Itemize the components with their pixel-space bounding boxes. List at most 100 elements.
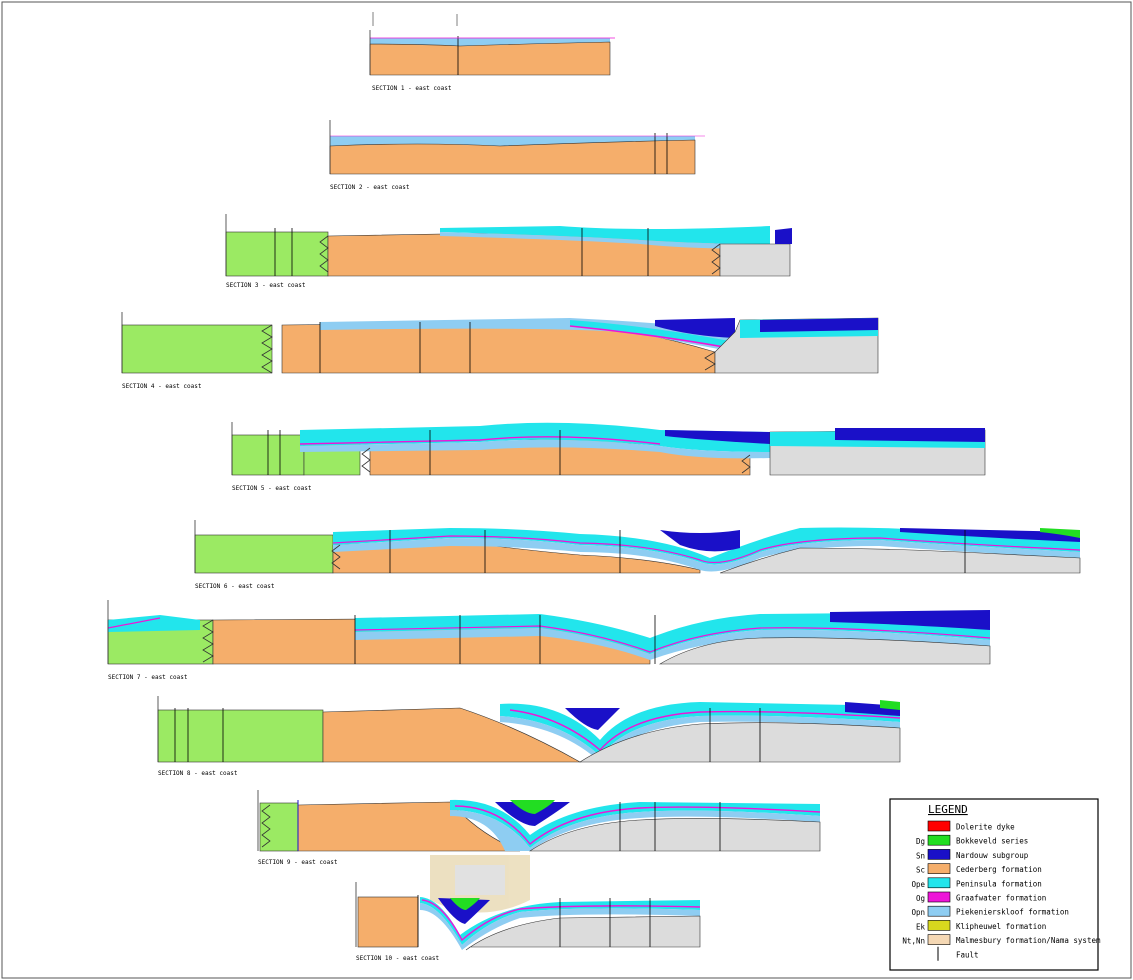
layer-cederberg <box>329 139 696 175</box>
layer-nardouw <box>775 228 792 244</box>
legend: LEGEND Dolerite dyke Dg Bokkeveld series Sn… <box>889 798 1101 971</box>
layer-cederberg <box>369 41 611 76</box>
layer-bokkeveld <box>450 898 480 910</box>
section-2: SECTION 2 - east coast <box>329 120 705 191</box>
unconformity <box>361 447 371 473</box>
layer-bokkeveld <box>510 800 555 814</box>
section-10: SECTION 10 - east coast <box>355 882 701 962</box>
layer-graafwater <box>107 617 161 629</box>
layer-cederberg <box>357 896 419 948</box>
legend-swatch <box>927 891 951 903</box>
layer-nardouw <box>835 428 985 442</box>
section-label: SECTION 7 - east coast <box>108 674 188 681</box>
legend-label: Fault <box>956 950 979 959</box>
layer-peninsula <box>440 226 770 244</box>
legend-label: Malmesbury formation/Nama system <box>956 936 1101 945</box>
layer-bokkeveld <box>1040 528 1080 538</box>
layer-peninsula <box>450 799 820 848</box>
layer-nardouw <box>660 530 740 552</box>
legend-rows: Dolerite dyke Dg Bokkeveld series Sn Nardouw… <box>902 820 1101 961</box>
layer-nardouw <box>565 708 620 730</box>
unconformity <box>711 243 721 275</box>
legend-swatch <box>927 849 951 860</box>
legend-title: LEGEND <box>928 803 968 816</box>
layer-piekenierskloof <box>440 232 770 249</box>
section-5: SECTION 5 - east coast <box>231 422 986 492</box>
section-3: SECTION 3 - east coast <box>225 214 792 289</box>
layer-basement <box>194 534 334 574</box>
layer-granite <box>465 915 701 951</box>
layer-basement <box>225 231 329 277</box>
layer-piekenierskloof <box>370 38 610 46</box>
layer-nardouw <box>900 528 1080 542</box>
layer-peninsula <box>500 702 900 756</box>
legend-code: Sn <box>916 851 925 860</box>
section-label: SECTION 3 - east coast <box>226 282 306 289</box>
unconformity <box>331 544 341 570</box>
legend-box <box>889 798 1099 971</box>
legend-label: Peninsula formation <box>956 879 1042 888</box>
section-4: SECTION 4 - east coast <box>121 312 879 390</box>
layer-piekenierskloof <box>330 136 695 146</box>
section-1: SECTION 1 - east coast <box>369 12 615 92</box>
layer-basement <box>157 709 324 763</box>
section-6: SECTION 6 - east coast <box>194 520 1081 590</box>
layer-graafwater <box>454 805 821 845</box>
layer-peninsula <box>355 612 990 654</box>
section-label: SECTION 6 - east coast <box>195 583 275 590</box>
unconformity <box>319 235 329 273</box>
layer-nardouw <box>655 318 735 338</box>
layer-piekenierskloof <box>500 715 900 762</box>
layer-peninsula <box>333 527 1080 565</box>
unconformity <box>202 619 214 663</box>
layer-piekenierskloof <box>300 439 770 459</box>
legend-swatch <box>927 834 951 846</box>
legend-code: Ope <box>911 880 925 889</box>
legend-code: Nt,Nn <box>902 937 925 946</box>
layer-peninsula <box>108 615 200 632</box>
legend-swatch <box>927 920 951 931</box>
layer-nardouw <box>495 802 570 826</box>
legend-label: Dolerite dyke <box>956 823 1015 832</box>
layer-nardouw <box>830 610 990 630</box>
layer-basement <box>259 802 299 852</box>
layer-nardouw <box>438 898 490 924</box>
section-label: SECTION 5 - east coast <box>232 485 312 492</box>
section-label: SECTION 1 - east coast <box>372 85 452 92</box>
legend-label: Piekenierskloof formation <box>956 908 1069 917</box>
section-9: SECTION 9 - east coast <box>257 790 821 866</box>
layer-graafwater <box>332 535 1081 563</box>
unconformity <box>704 351 716 371</box>
legend-label: Bokkeveld series <box>956 837 1028 846</box>
section-label: SECTION 2 - east coast <box>330 184 410 191</box>
layer-granite <box>658 637 991 665</box>
legend-code: Ek <box>916 922 926 931</box>
layer-graafwater <box>509 709 901 751</box>
unconformity <box>261 324 273 374</box>
layer-piekenierskloof <box>333 538 1080 572</box>
legend-swatch <box>927 820 951 832</box>
section-label: SECTION 9 - east coast <box>258 859 338 866</box>
layer-granite <box>578 722 901 763</box>
layer-nardouw <box>665 430 770 444</box>
legend-swatch <box>927 934 951 945</box>
layer-graafwater <box>354 625 991 653</box>
legend-code: Sc <box>916 866 925 875</box>
legend-swatch <box>927 905 951 917</box>
layer-graafwater <box>299 436 661 445</box>
legend-code: Opn <box>911 908 925 917</box>
section-label: SECTION 4 - east coast <box>122 383 202 390</box>
legend-swatch <box>927 877 951 889</box>
layer-graafwater <box>569 325 731 349</box>
unconformity <box>261 804 271 848</box>
layer-basement <box>121 324 273 374</box>
layer-piekenierskloof <box>355 628 990 660</box>
layer-granite <box>719 547 1081 574</box>
legend-label: Nardouw subgroup <box>956 851 1029 860</box>
legend-label: Klipheuwel formation <box>956 922 1046 931</box>
layer-graafwater <box>421 899 701 942</box>
legend-code: Dg <box>916 837 925 846</box>
layer-peninsula <box>570 320 735 348</box>
section-8: SECTION 8 - east coast <box>157 696 901 777</box>
